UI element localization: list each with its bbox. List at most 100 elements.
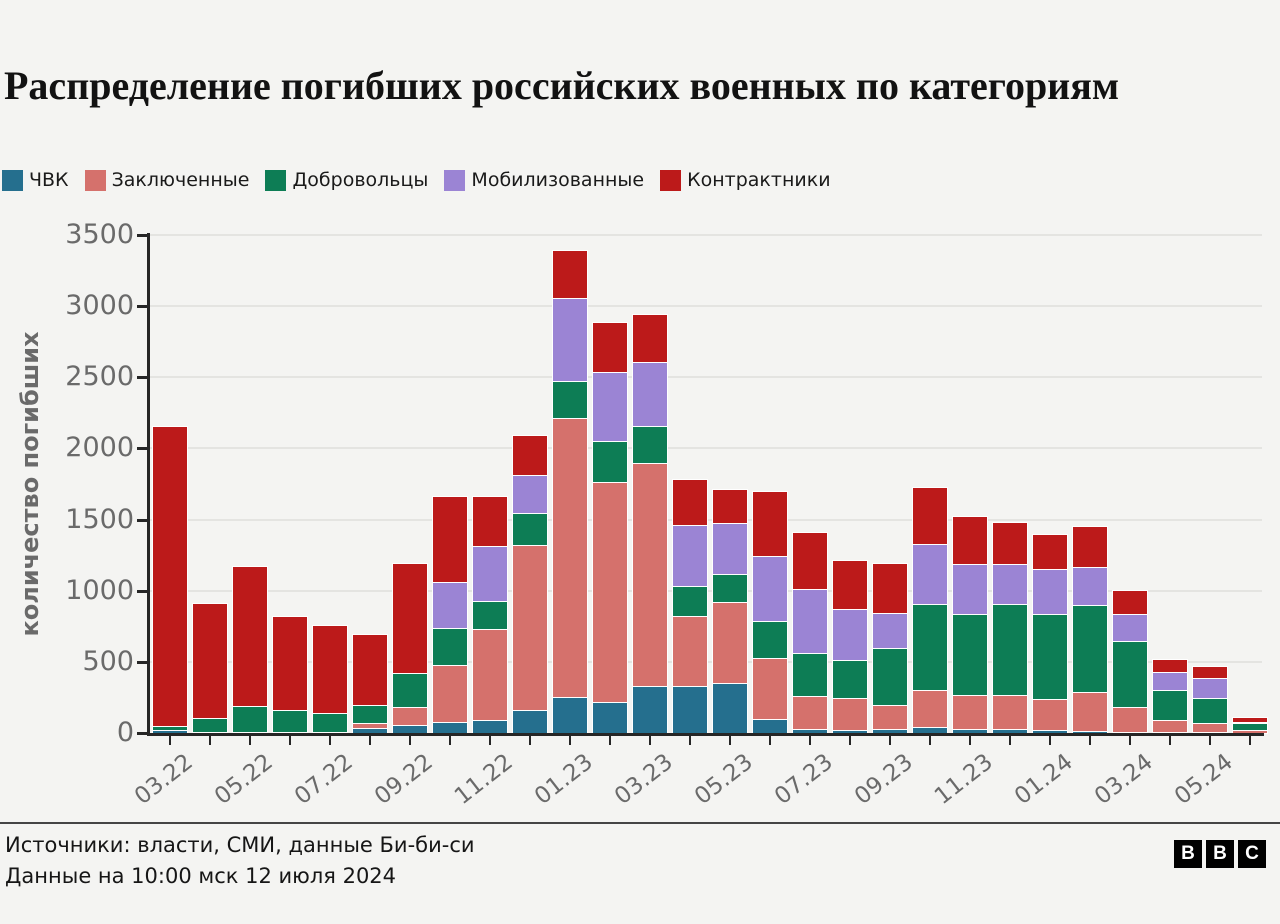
bar-02.24	[1073, 526, 1107, 733]
bar-05.22	[233, 566, 267, 733]
legend-swatch-icon	[660, 169, 682, 191]
legend-item-label: Добровольцы	[292, 169, 429, 191]
bar-segment-Заключенные	[473, 629, 507, 720]
y-axis-tick	[137, 447, 148, 451]
x-axis-label-11.23: 11.23	[930, 749, 999, 811]
bar-11.23	[953, 516, 987, 733]
bar-segment-ЧВК	[1033, 730, 1067, 733]
bar-segment-Добровольцы	[673, 585, 707, 616]
bar-11.22	[473, 496, 507, 733]
page-title: Распределение погибших российских военны…	[4, 62, 1120, 108]
bar-segment-Контрактники	[513, 436, 547, 475]
bar-segment-ЧВК	[673, 686, 707, 733]
bar-segment-Заключенные	[913, 689, 947, 727]
bar-segment-ЧВК	[193, 731, 227, 733]
bar-segment-ЧВК	[1193, 731, 1227, 733]
bar-04.23	[673, 479, 707, 733]
bar-segment-Добровольцы	[273, 710, 307, 732]
bar-segment-Контрактники	[833, 560, 867, 610]
x-axis-tick	[609, 736, 611, 745]
bar-06.23	[753, 491, 787, 733]
bar-segment-Контрактники	[1233, 718, 1267, 722]
bar-segment-Заключенные	[1033, 698, 1067, 731]
source-text: Источники: власти, СМИ, данные Би-би-си	[5, 833, 475, 857]
bar-segment-Контрактники	[433, 496, 467, 583]
legend-item-ЧВК: ЧВК	[2, 169, 69, 191]
gridline-3500	[150, 234, 1262, 236]
y-axis-tick-label: 0	[116, 717, 134, 748]
bar-05.23	[713, 489, 747, 733]
bar-segment-Добровольцы	[473, 600, 507, 630]
bar-12.23	[993, 523, 1027, 733]
x-axis-label-05.22: 05.22	[210, 749, 279, 811]
bar-segment-Заключенные	[1073, 691, 1107, 731]
legend: ЧВК Заключенные Добровольцы Мобилизованные К…	[2, 169, 847, 191]
x-axis-label-03.22: 03.22	[130, 749, 199, 811]
bar-segment-Заключенные	[593, 481, 627, 702]
bar-segment-Заключенные	[833, 698, 867, 731]
x-axis-tick	[849, 736, 851, 745]
bar-segment-Контрактники	[1033, 534, 1067, 570]
bar-segment-Контрактники	[273, 617, 307, 711]
bar-segment-Мобилизованные	[873, 612, 907, 648]
x-axis-tick	[1169, 736, 1171, 745]
bbc-logo-letter: B	[1174, 840, 1202, 868]
bar-segment-Контрактники	[193, 604, 227, 719]
x-axis-label-01.24: 01.24	[1010, 749, 1079, 811]
x-axis-tick	[1129, 736, 1131, 745]
bar-segment-Контрактники	[1193, 666, 1227, 679]
bar-segment-Заключенные	[1193, 723, 1227, 732]
x-axis-tick	[1009, 736, 1011, 745]
y-axis-tick-label: 500	[82, 645, 134, 677]
bar-segment-ЧВК	[433, 721, 467, 733]
x-axis-tick	[169, 736, 171, 745]
y-axis-tick	[137, 305, 148, 309]
x-axis-tick	[329, 736, 331, 745]
bar-segment-ЧВК	[393, 725, 427, 733]
legend-swatch-icon	[84, 169, 106, 191]
legend-item-Заключенные: Заключенные	[84, 169, 249, 191]
x-axis-tick	[529, 736, 531, 745]
bar-segment-Контрактники	[793, 533, 827, 589]
legend-item-label: Контрактники	[687, 169, 831, 191]
bar-segment-Добровольцы	[833, 659, 867, 699]
x-axis-label-03.23: 03.23	[610, 749, 679, 811]
bar-segment-Мобилизованные	[1193, 678, 1227, 699]
y-axis-tick	[137, 234, 148, 237]
legend-swatch-icon	[444, 169, 466, 191]
bar-segment-Мобилизованные	[633, 361, 667, 426]
bar-segment-ЧВК	[953, 729, 987, 733]
legend-item-label: Мобилизованные	[471, 169, 645, 191]
bar-segment-Добровольцы	[233, 706, 267, 732]
bar-segment-Мобилизованные	[713, 523, 747, 574]
bbc-logo-letter: B	[1206, 840, 1234, 868]
bar-04.22	[193, 604, 227, 733]
x-axis-label-07.23: 07.23	[770, 749, 839, 811]
bar-segment-Мобилизованные	[553, 298, 587, 381]
bar-segment-Добровольцы	[993, 604, 1027, 695]
x-axis-tick	[1249, 736, 1251, 745]
y-axis-line	[147, 233, 150, 736]
x-axis-label-09.23: 09.23	[850, 749, 919, 811]
bar-03.23	[633, 315, 667, 733]
bar-segment-Заключенные	[753, 658, 787, 719]
bar-segment-Мобилизованные	[1113, 614, 1147, 641]
bar-07.23	[793, 533, 827, 733]
y-axis-tick	[137, 376, 148, 380]
bar-segment-Добровольцы	[873, 647, 907, 705]
bar-segment-ЧВК	[913, 726, 947, 733]
bar-segment-ЧВК	[1113, 731, 1147, 733]
x-axis-tick	[1209, 736, 1211, 745]
bar-segment-Заключенные	[1233, 730, 1267, 733]
bar-segment-Добровольцы	[393, 673, 427, 708]
bar-segment-Контрактники	[473, 496, 507, 546]
bar-06.24	[1233, 718, 1267, 733]
y-axis-tick-label: 3500	[65, 219, 134, 250]
bar-12.22	[513, 436, 547, 733]
bar-03.24	[1113, 590, 1147, 733]
bar-segment-Добровольцы	[1033, 614, 1067, 699]
bar-segment-ЧВК	[713, 682, 747, 733]
x-axis-label-01.23: 01.23	[530, 749, 599, 811]
bar-segment-Контрактники	[153, 427, 187, 726]
